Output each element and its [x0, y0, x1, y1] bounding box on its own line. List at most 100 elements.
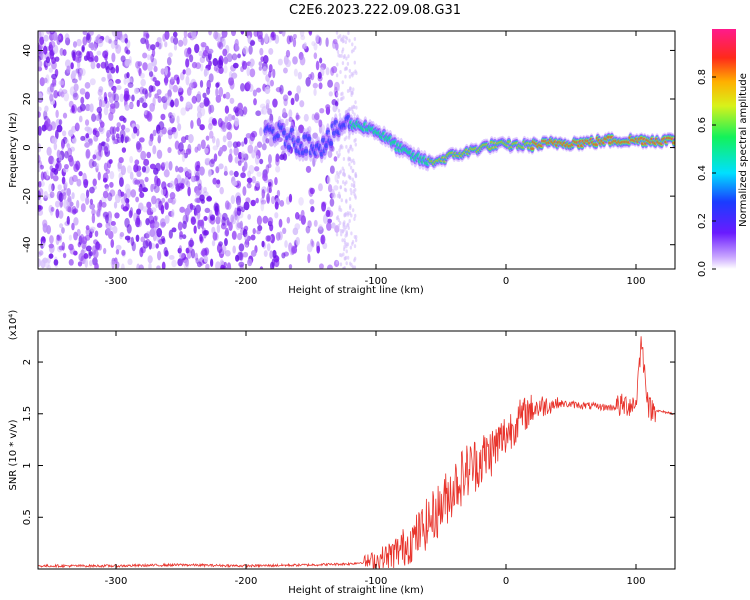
heatmap-speckle	[110, 66, 116, 74]
heatmap-speckle	[156, 37, 162, 43]
heatmap-speckle	[67, 195, 72, 203]
heatmap-speckle	[62, 252, 67, 259]
heatmap-speckle	[297, 71, 303, 80]
heatmap-speckle	[203, 68, 208, 78]
heatmap-speckle	[57, 235, 62, 241]
heatmap-speckle	[336, 49, 340, 54]
heatmap-speckle	[244, 238, 250, 245]
heatmap-speckle	[353, 234, 357, 239]
heatmap-speckle	[67, 206, 72, 213]
heatmap-speckle	[193, 225, 197, 234]
heatmap-speckle	[215, 138, 220, 148]
heatmap-speckle	[325, 104, 331, 110]
heatmap-speckle	[45, 56, 51, 64]
heatmap-speckle	[340, 232, 343, 237]
heatmap-speckle	[259, 47, 264, 56]
heatmap-speckle	[342, 171, 346, 176]
heatmap-speckle	[335, 42, 339, 51]
heatmap-speckle	[330, 188, 335, 198]
heatmap-speckle	[133, 212, 138, 222]
heatmap-speckle	[199, 56, 206, 64]
heatmap-speckle	[135, 60, 141, 69]
heatmap-speckle	[71, 78, 78, 84]
y-tick-label: -20	[22, 188, 33, 204]
heatmap-speckle	[209, 209, 213, 217]
heatmap-speckle	[311, 113, 315, 121]
heatmap-speckle	[236, 222, 243, 229]
heatmap-speckle	[109, 171, 115, 180]
heatmap-speckle	[88, 251, 93, 257]
heatmap-speckle	[204, 157, 211, 163]
heatmap-speckle	[120, 165, 126, 176]
heatmap-speckle	[68, 129, 74, 137]
heatmap-speckle	[337, 108, 341, 113]
heatmap-speckle	[124, 127, 131, 133]
heatmap-speckle	[160, 162, 165, 171]
heatmap-speckle	[285, 49, 291, 58]
heatmap-speckle	[128, 210, 133, 219]
heatmap-speckle	[171, 227, 177, 233]
heatmap-speckle	[242, 60, 248, 70]
heatmap-speckle	[180, 107, 187, 116]
heatmap-speckle	[64, 33, 70, 41]
heatmap-speckle	[72, 208, 79, 214]
heatmap-speckle	[145, 218, 150, 226]
heatmap-speckle	[177, 258, 183, 267]
heatmap-speckle	[353, 45, 357, 50]
heatmap-speckle	[105, 65, 110, 74]
heatmap-speckle	[340, 53, 343, 58]
heatmap-speckle	[98, 150, 102, 157]
heatmap-speckle	[282, 107, 287, 117]
heatmap-speckle	[171, 127, 177, 133]
heatmap-speckle	[42, 236, 46, 244]
heatmap-speckle	[350, 231, 353, 236]
heatmap-speckle	[234, 156, 239, 164]
heatmap-speckle	[110, 40, 116, 50]
heatmap-speckle	[318, 183, 323, 192]
heatmap-speckle	[251, 130, 258, 138]
heatmap-speckle	[158, 200, 163, 211]
heatmap-speckle	[53, 90, 59, 99]
heatmap-speckle	[327, 264, 333, 269]
heatmap-speckle	[195, 62, 202, 70]
heatmap-speckle	[211, 136, 216, 144]
heatmap-speckle	[110, 220, 116, 226]
heatmap-speckle	[233, 146, 239, 156]
heatmap-speckle	[168, 160, 173, 171]
heatmap-speckle	[342, 247, 346, 252]
heatmap-speckle	[58, 119, 63, 126]
heatmap-speckle	[240, 151, 246, 159]
heatmap-speckle	[100, 100, 106, 108]
heatmap-speckle	[40, 259, 46, 269]
heatmap-speckle	[73, 250, 78, 256]
heatmap-speckle	[229, 97, 235, 104]
heatmap-speckle	[337, 154, 340, 159]
heatmap-speckle	[89, 186, 95, 194]
heatmap-speckle	[224, 105, 230, 114]
heatmap-speckle	[326, 222, 332, 231]
heatmap-speckle	[343, 240, 347, 245]
heatmap-speckle	[164, 65, 168, 76]
heatmap-speckle	[155, 41, 160, 48]
heatmap-speckle	[72, 41, 78, 48]
heatmap-speckle	[240, 172, 246, 179]
heatmap-speckle	[335, 232, 339, 237]
heatmap-speckle	[161, 197, 166, 203]
heatmap-speckle	[226, 220, 231, 227]
heatmap-speckle	[325, 37, 329, 48]
heatmap-speckle	[69, 247, 75, 255]
heatmap-speckle	[126, 71, 130, 79]
heatmap-speckle	[38, 60, 43, 68]
heatmap-speckle	[162, 33, 166, 42]
heatmap-speckle	[226, 131, 233, 141]
heatmap-speckle	[262, 55, 269, 64]
heatmap-speckle	[196, 91, 202, 99]
bottom-x-label: Height of straight line (km)	[288, 585, 424, 596]
heatmap-speckle	[215, 261, 221, 269]
heatmap-speckle	[353, 112, 356, 117]
heatmap-speckle	[73, 83, 79, 92]
heatmap-speckle	[63, 92, 70, 102]
heatmap-speckle	[208, 60, 212, 67]
heatmap-speckle	[188, 82, 194, 91]
heatmap-speckle	[202, 191, 209, 197]
